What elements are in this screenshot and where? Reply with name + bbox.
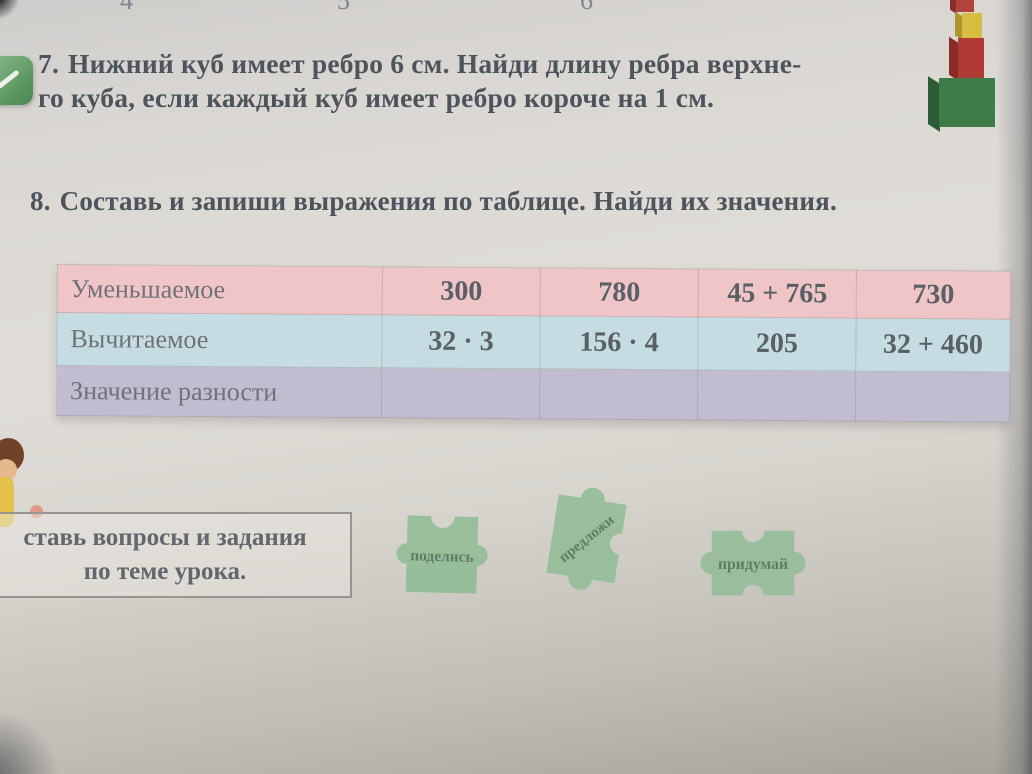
puzzle-label-pridumay: придумай <box>718 556 788 573</box>
cell-subtrahend-3: 205 <box>697 316 857 372</box>
puzzle-shape <box>546 487 627 590</box>
table-row-minuend: Уменьшаемое 300 780 45 + 765 730 <box>57 264 1011 320</box>
problem-7-line2: го куба, если каждый куб имеет ребро кор… <box>38 82 715 113</box>
character-face <box>0 459 17 481</box>
problem-8-number: 8. <box>30 186 51 216</box>
problem-8-text: 8. Составь и запиши выражения по таблице.… <box>30 186 990 217</box>
cell-difference-2 <box>539 368 698 420</box>
cube-yellow <box>962 13 982 38</box>
expressions-table: Уменьшаемое 300 780 45 + 765 730 Вычитае… <box>56 264 1011 423</box>
cube-stack-illustration <box>925 0 1020 140</box>
cube-green <box>939 78 995 127</box>
cell-minuend-3: 45 + 765 <box>698 268 857 319</box>
row-label-subtrahend: Вычитаемое <box>56 312 383 368</box>
puzzle-piece-pridumay: придумай <box>700 530 806 596</box>
top-cropped-digit: 4 <box>120 0 133 15</box>
cell-minuend-1: 300 <box>382 266 541 316</box>
cell-subtrahend-4: 32 + 460 <box>855 318 1011 373</box>
task-box-line1: ставь вопросы и задания <box>23 524 307 551</box>
cube-tiny-red <box>956 0 974 12</box>
puzzle-piece-predlozhi: предложи <box>546 487 627 590</box>
top-cropped-digit: 6 <box>580 0 593 15</box>
cell-difference-4 <box>855 371 1010 423</box>
problem-8-line: Составь и запиши выражения по таблице. Н… <box>59 186 837 216</box>
exercise-marker-icon <box>0 56 33 105</box>
row-label-minuend: Уменьшаемое <box>57 264 383 315</box>
cube-red <box>958 38 984 78</box>
puzzle-piece-podelis: поделись <box>396 515 488 594</box>
puzzle-shape <box>700 530 806 596</box>
task-box: ставь вопросы и задания по теме урока. <box>0 512 352 598</box>
puzzle-label-podelis: поделись <box>410 547 474 566</box>
row-label-difference: Значение разности <box>56 365 382 418</box>
character-body <box>0 477 14 527</box>
cell-minuend-2: 780 <box>540 267 699 317</box>
cell-minuend-4: 730 <box>856 270 1011 320</box>
cell-difference-1 <box>381 367 540 419</box>
problem-7-line1: Нижний куб имеет ребро 6 см. Найди длину… <box>68 48 802 79</box>
table-row-subtrahend: Вычитаемое 32 · 3 156 · 4 205 32 + 460 <box>56 312 1011 373</box>
cell-subtrahend-2: 156 · 4 <box>539 315 699 370</box>
task-box-line2: по теме урока. <box>83 558 247 585</box>
problem-7-text: 7. Нижний куб имеет ребро 6 см. Найди дли… <box>38 47 948 115</box>
character-hand <box>30 505 43 518</box>
problem-7-number: 7. <box>38 48 60 79</box>
cell-difference-3 <box>697 369 856 422</box>
puzzle-shape <box>396 515 488 594</box>
table-row-difference: Значение разности <box>56 365 1010 423</box>
cell-subtrahend-1: 32 · 3 <box>381 314 541 369</box>
top-cropped-digit: 5 <box>337 0 350 15</box>
